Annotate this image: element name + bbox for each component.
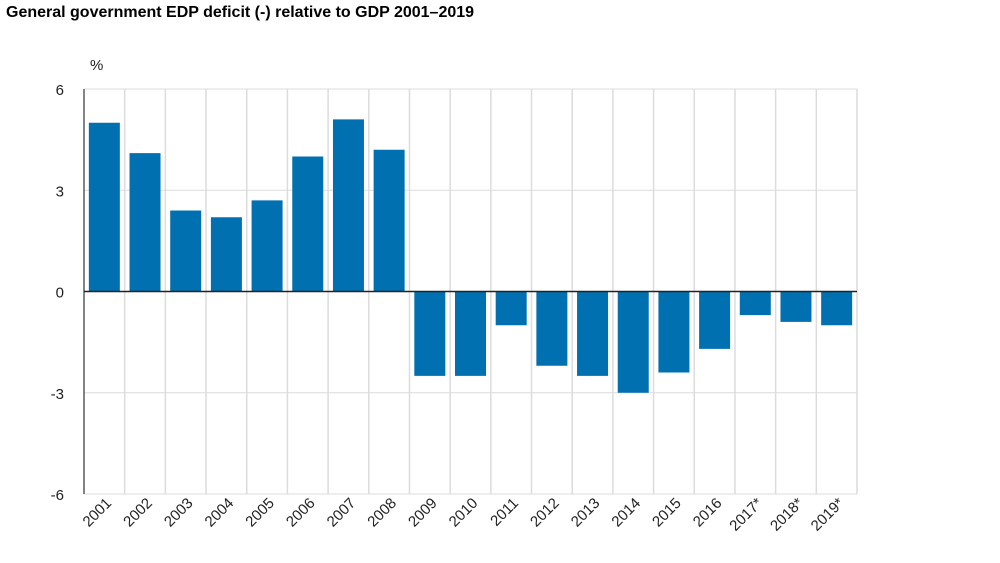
- x-tick-label: 2003: [161, 495, 197, 531]
- x-tick-label: 2008: [364, 495, 400, 531]
- bar-2014: [617, 291, 649, 393]
- x-tick-label: 2013: [568, 495, 604, 531]
- bar-2015: [658, 291, 690, 373]
- bar-2019*: [821, 291, 853, 326]
- bar-2013: [577, 291, 609, 376]
- x-tick-label: 2016: [690, 495, 726, 531]
- bar-2003: [170, 210, 202, 292]
- x-tick-label: 2009: [405, 495, 441, 531]
- bar-2005: [251, 200, 283, 292]
- y-tick-label: 3: [56, 183, 64, 200]
- bar-2001: [88, 122, 120, 292]
- bar-2012: [536, 291, 568, 366]
- bar-2006: [292, 156, 324, 292]
- x-tick-label: 2006: [283, 495, 319, 531]
- bar-2004: [210, 217, 242, 292]
- y-axis-label: %: [90, 57, 103, 74]
- bar-2017*: [739, 291, 771, 316]
- x-tick-label: 2017*: [726, 495, 766, 535]
- bar-2011: [495, 291, 527, 326]
- bar-2018*: [780, 291, 812, 322]
- bar-2002: [129, 153, 161, 292]
- bar-2016: [699, 291, 731, 349]
- bar-2007: [332, 119, 364, 292]
- y-tick-label: 6: [56, 82, 64, 99]
- bar-2009: [414, 291, 446, 376]
- bar-2008: [373, 149, 405, 292]
- x-tick-label: 2011: [487, 495, 522, 530]
- bar-2010: [455, 291, 486, 376]
- x-tick-label: 2004: [202, 495, 238, 531]
- chart-title: General government EDP deficit (-) relat…: [6, 4, 475, 21]
- y-tick-label: -6: [51, 487, 64, 504]
- x-tick-label: 2019*: [808, 495, 848, 535]
- x-tick-label: 2015: [649, 495, 685, 531]
- x-tick-label: 2010: [446, 495, 482, 531]
- y-tick-label: 0: [56, 285, 64, 302]
- x-tick-label: 2014: [608, 495, 644, 531]
- x-tick-label: 2001: [80, 495, 116, 531]
- x-tick-label: 2002: [120, 495, 156, 531]
- x-tick-label: 2007: [324, 495, 360, 531]
- x-tick-label: 2012: [527, 495, 563, 531]
- y-tick-label: -3: [51, 386, 64, 403]
- x-tick-label: 2018*: [767, 495, 807, 535]
- x-tick-label: 2005: [242, 495, 278, 531]
